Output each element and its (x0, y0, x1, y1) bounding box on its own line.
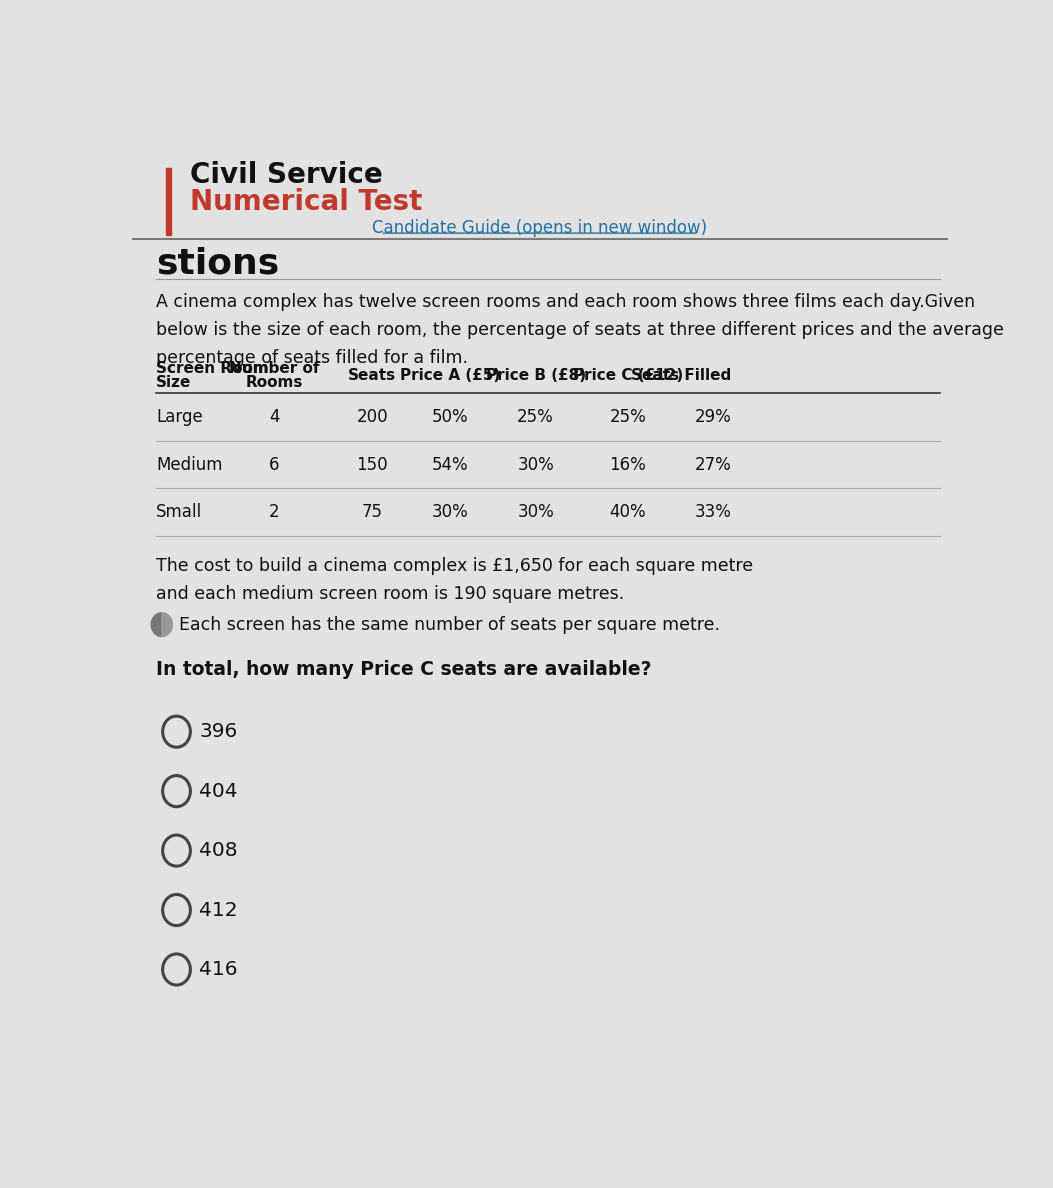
Text: 6: 6 (270, 455, 280, 474)
Text: Price B (£8): Price B (£8) (485, 368, 585, 384)
Text: Price A (£5): Price A (£5) (400, 368, 500, 384)
Text: 396: 396 (199, 722, 238, 741)
Text: 404: 404 (199, 782, 238, 801)
Text: 25%: 25% (517, 407, 554, 426)
Text: 50%: 50% (432, 407, 469, 426)
Text: Each screen has the same number of seats per square metre.: Each screen has the same number of seats… (179, 615, 720, 633)
Text: A cinema complex has twelve screen rooms and each room shows three films each da: A cinema complex has twelve screen rooms… (156, 292, 975, 311)
Text: Seats: Seats (349, 368, 396, 384)
Text: 30%: 30% (517, 455, 554, 474)
Text: Candidate Guide (opens in new window): Candidate Guide (opens in new window) (372, 219, 708, 236)
Text: 2: 2 (270, 504, 280, 522)
Text: stions: stions (156, 246, 279, 280)
Text: Numerical Test: Numerical Test (191, 188, 422, 216)
Text: 30%: 30% (432, 504, 469, 522)
Text: Price C (£12): Price C (£12) (573, 368, 683, 384)
Text: 408: 408 (199, 841, 238, 860)
Text: 75: 75 (362, 504, 383, 522)
Text: Seats Filled: Seats Filled (631, 368, 732, 384)
Text: Medium: Medium (156, 455, 222, 474)
Wedge shape (162, 613, 173, 637)
Text: and each medium screen room is 190 square metres.: and each medium screen room is 190 squar… (156, 584, 624, 602)
Text: 30%: 30% (517, 504, 554, 522)
Text: 25%: 25% (610, 407, 647, 426)
Text: 33%: 33% (695, 504, 732, 522)
Text: 40%: 40% (610, 504, 647, 522)
Text: 4: 4 (270, 407, 280, 426)
Text: 412: 412 (199, 901, 238, 920)
Text: The cost to build a cinema complex is £1,650 for each square metre: The cost to build a cinema complex is £1… (156, 557, 753, 575)
Text: 54%: 54% (432, 455, 469, 474)
Text: Screen Room: Screen Room (156, 361, 269, 377)
Text: Small: Small (156, 504, 202, 522)
Wedge shape (152, 613, 162, 637)
Text: 200: 200 (357, 407, 389, 426)
Text: In total, how many Price C seats are available?: In total, how many Price C seats are ava… (156, 661, 652, 680)
Text: Rooms: Rooms (245, 374, 303, 390)
Text: Size: Size (156, 374, 192, 390)
Text: Civil Service: Civil Service (191, 160, 383, 189)
Bar (166, 169, 171, 235)
Text: percentage of seats filled for a film.: percentage of seats filled for a film. (156, 349, 469, 367)
Text: Large: Large (156, 407, 203, 426)
Text: 416: 416 (199, 960, 238, 979)
Text: 29%: 29% (695, 407, 732, 426)
Text: 27%: 27% (695, 455, 732, 474)
Text: below is the size of each room, the percentage of seats at three different price: below is the size of each room, the perc… (156, 321, 1004, 339)
Text: 150: 150 (357, 455, 389, 474)
Text: Number of: Number of (230, 361, 320, 377)
Text: 16%: 16% (610, 455, 647, 474)
